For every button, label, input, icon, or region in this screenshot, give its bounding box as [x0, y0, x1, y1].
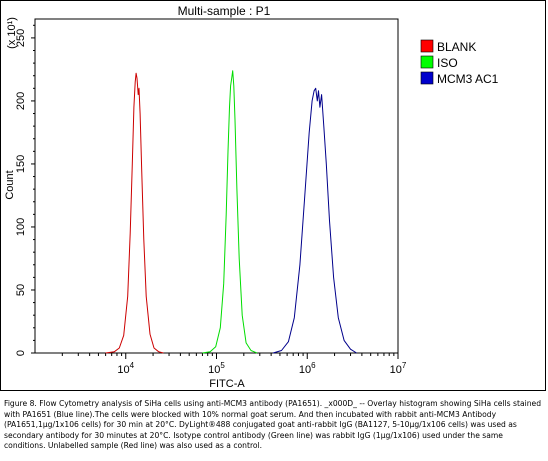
legend-swatch [420, 71, 434, 85]
y-tick-label: 50 [15, 284, 27, 296]
y-tick-label: 0 [15, 350, 27, 356]
y-multiplier-label: (x 10¹) [6, 17, 18, 49]
series-line-blank [105, 72, 164, 354]
legend-label: ISO [437, 56, 458, 70]
plot-border [34, 18, 399, 354]
series-line-mcm3-ac1 [272, 87, 357, 354]
x-tick-label: 105 [208, 361, 225, 376]
x-tick-exponent: 7 [402, 361, 407, 370]
x-axis-title: FITC-A [209, 378, 245, 390]
x-tick-base: 10 [390, 364, 402, 376]
legend-swatch [420, 39, 434, 53]
legend: BLANK ISO MCM3 AC1 [420, 39, 499, 86]
y-tick-label: 100 [15, 218, 27, 236]
y-tick-label: 250 [15, 29, 27, 47]
chart-title: Multi-sample : P1 [178, 4, 271, 18]
series-line-iso [202, 70, 258, 354]
x-tick-exponent: 5 [220, 361, 225, 370]
figure-caption: Figure 8. Flow Cytometry analysis of SiH… [4, 399, 542, 451]
y-tick-label: 200 [15, 92, 27, 110]
figure-frame [0, 0, 546, 391]
x-tick-label: 104 [117, 361, 134, 376]
flow-cytometry-histogram: Multi-sample : P1 (x 10¹) Count FITC-A 0… [4, 4, 499, 390]
y-axis-title: Count [4, 170, 16, 199]
x-tick-label: 107 [390, 361, 407, 376]
x-tick-label: 106 [299, 361, 316, 376]
legend-label: BLANK [437, 40, 476, 54]
legend-swatch [420, 55, 434, 69]
legend-label: MCM3 AC1 [437, 72, 499, 86]
x-tick-base: 10 [208, 364, 220, 376]
y-tick-label: 150 [15, 155, 27, 173]
x-tick-base: 10 [299, 364, 311, 376]
x-tick-base: 10 [117, 364, 129, 376]
x-tick-exponent: 6 [311, 361, 316, 370]
plot-area [34, 18, 399, 354]
x-tick-exponent: 4 [130, 361, 135, 370]
series-group [105, 70, 357, 354]
